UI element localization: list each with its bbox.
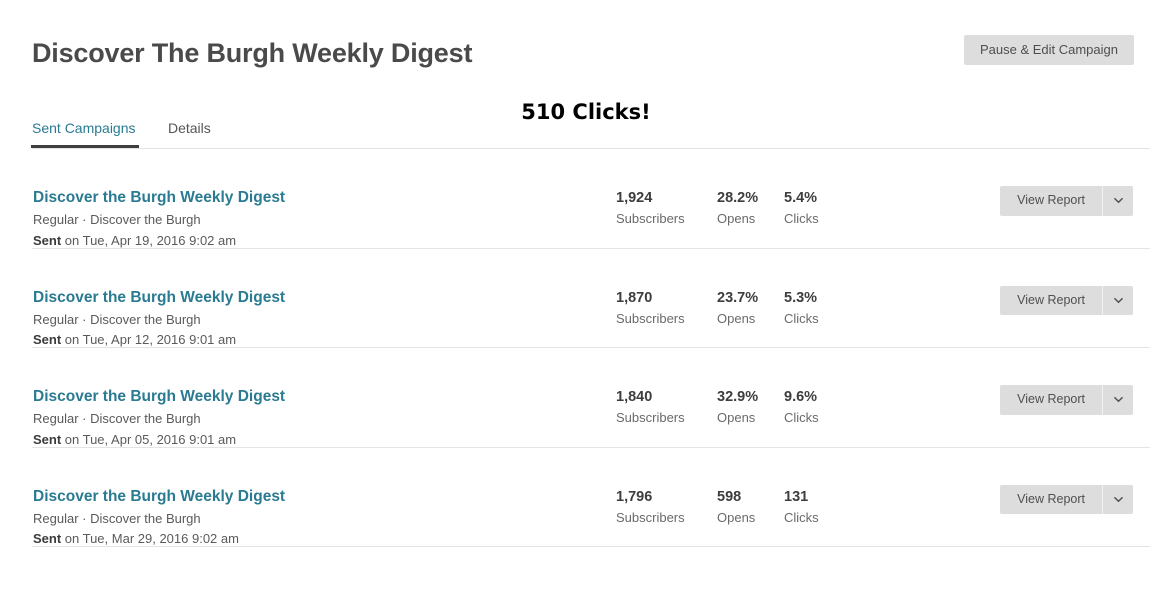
stat-clicks-label: Clicks [784,310,819,326]
sent-date: on Tue, Mar 29, 2016 9:02 am [61,531,239,547]
campaign-info: Discover the Burgh Weekly Digest Regular… [33,387,553,450]
stat-subscribers-label: Subscribers [616,211,685,227]
campaign-row: Discover the Burgh Weekly Digest Regular… [32,249,1150,351]
sent-label: Sent [33,232,62,248]
stat-opens-value: 23.7% [717,289,759,306]
stat-clicks-label: Clicks [784,410,819,426]
stat-opens: 23.7% Opens [717,288,758,330]
stat-clicks: 131 Clicks [784,487,819,529]
campaign-stats: 1,796 Subscribers 598 Opens 131 Clicks [584,487,884,533]
page-title: Discover The Burgh Weekly Digest [32,38,473,68]
campaign-meta: Regular · Discover the Burgh [33,311,201,327]
stat-opens: 28.2% Opens [717,188,758,230]
sent-date: on Tue, Apr 19, 2016 9:02 am [61,232,237,248]
campaign-title-link[interactable]: Discover the Burgh Weekly Digest [33,189,286,206]
campaign-row: Discover the Burgh Weekly Digest Regular… [32,348,1150,448]
page-header: Discover The Burgh Weekly Digest Pause &… [32,28,1150,84]
view-report-dropdown-button[interactable] [1102,186,1133,216]
campaign-title-link[interactable]: Discover the Burgh Weekly Digest [33,288,286,306]
stat-opens: 32.9% Opens [717,387,758,429]
view-report-button[interactable]: View Report [1000,484,1102,514]
stat-clicks-value: 9.6% [784,389,818,405]
stat-clicks: 5.3% Clicks [784,288,819,330]
campaign-meta: Regular · Discover the Burgh [33,212,201,228]
sent-label: Sent [33,332,62,348]
stat-subscribers-label: Subscribers [616,509,685,525]
view-report-button[interactable]: View Report [1000,385,1102,415]
campaign-info: Discover the Burgh Weekly Digest Regular… [33,188,553,251]
stat-subscribers-value: 1,924 [616,190,653,206]
campaign-row: Discover the Burgh Weekly Digest Regular… [32,149,1150,249]
sent-date: on Tue, Apr 12, 2016 9:01 am [61,332,237,348]
view-report-button[interactable]: View Report [1000,186,1102,216]
chevron-down-icon [1113,297,1123,303]
campaign-meta: Regular · Discover the Burgh [33,510,201,526]
pause-and-edit-campaign-button[interactable]: Pause & Edit Campaign [963,35,1134,65]
campaign-list: Discover the Burgh Weekly Digest Regular… [32,149,1150,547]
stat-opens-label: Opens [717,509,756,525]
chevron-down-icon [1113,496,1123,502]
sent-date: on Tue, Apr 05, 2016 9:01 am [61,431,237,447]
campaign-row-actions: View Report [1000,186,1133,216]
stat-clicks-value: 131 [784,488,809,505]
stat-subscribers: 1,840 Subscribers [616,387,685,429]
stat-clicks-label: Clicks [784,211,819,227]
stat-opens-label: Opens [717,310,756,326]
campaign-sent-status: Sent on Tue, Mar 29, 2016 9:02 am [33,529,553,550]
stat-subscribers-value: 1,796 [616,488,653,505]
campaign-stats: 1,924 Subscribers 28.2% Opens 5.4% Click… [584,188,884,234]
campaign-meta: Regular · Discover the Burgh [33,411,201,427]
stat-opens-value: 32.9% [717,389,759,405]
chevron-down-icon [1113,198,1123,204]
stat-opens: 598 Opens [717,487,755,529]
stat-opens-label: Opens [717,410,756,426]
stat-clicks-label: Clicks [784,509,819,525]
campaign-sent-status: Sent on Tue, Apr 12, 2016 9:01 am [33,330,553,351]
stat-subscribers-label: Subscribers [616,410,685,426]
campaign-title-link[interactable]: Discover the Burgh Weekly Digest [33,388,286,405]
stat-subscribers-label: Subscribers [616,310,685,326]
campaign-info: Discover the Burgh Weekly Digest Regular… [33,487,553,550]
campaign-row-actions: View Report [1000,385,1133,415]
tab-sent-campaigns[interactable]: Sent Campaigns [31,120,139,148]
campaign-row-actions: View Report [1000,285,1133,315]
tab-bar: Sent Campaigns Details [31,120,1150,149]
campaign-title-link[interactable]: Discover the Burgh Weekly Digest [33,487,286,505]
tab-details[interactable]: Details [167,120,211,136]
view-report-dropdown-button[interactable] [1102,385,1133,415]
view-report-dropdown-button[interactable] [1102,484,1133,514]
stat-opens-label: Opens [717,211,756,227]
view-report-dropdown-button[interactable] [1102,285,1133,315]
stat-clicks-value: 5.4% [784,190,818,206]
stat-subscribers-value: 1,870 [616,289,653,306]
stat-subscribers: 1,924 Subscribers [616,188,685,230]
campaign-info: Discover the Burgh Weekly Digest Regular… [33,288,553,351]
campaign-sent-status: Sent on Tue, Apr 05, 2016 9:01 am [33,430,553,451]
campaign-row-actions: View Report [1000,484,1133,514]
view-report-button[interactable]: View Report [1000,285,1102,315]
stat-subscribers: 1,870 Subscribers [616,288,685,330]
stat-clicks-value: 5.3% [784,289,818,306]
sent-label: Sent [33,531,62,547]
campaign-stats: 1,870 Subscribers 23.7% Opens 5.3% Click… [584,288,884,334]
stat-subscribers: 1,796 Subscribers [616,487,685,529]
stat-clicks: 5.4% Clicks [784,188,819,230]
campaign-sent-status: Sent on Tue, Apr 19, 2016 9:02 am [33,231,553,252]
sent-label: Sent [33,431,62,447]
stat-opens-value: 598 [717,488,742,505]
chevron-down-icon [1113,397,1123,403]
campaign-row: Discover the Burgh Weekly Digest Regular… [32,448,1150,550]
stat-subscribers-value: 1,840 [616,389,653,405]
stat-clicks: 9.6% Clicks [784,387,819,429]
campaign-stats: 1,840 Subscribers 32.9% Opens 9.6% Click… [584,387,884,433]
stat-opens-value: 28.2% [717,190,759,206]
